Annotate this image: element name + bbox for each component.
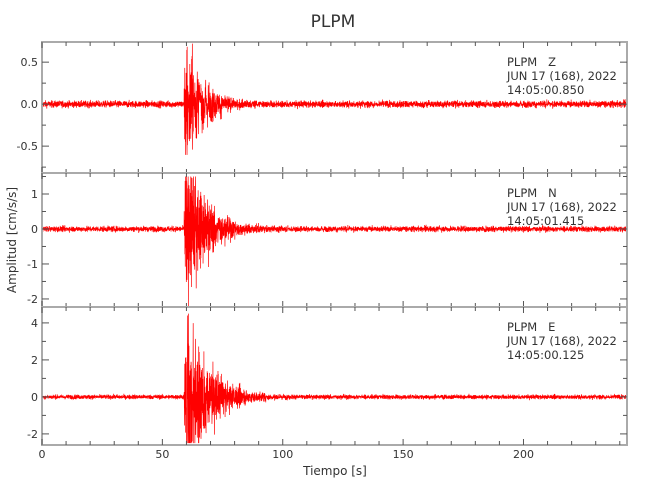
y-tick-label: 1	[31, 188, 38, 201]
y-tick-label: -2	[27, 428, 38, 441]
y-tick-label: -0.5	[17, 140, 38, 153]
waveform-z	[42, 43, 627, 155]
station-label-line1: PLPM N	[507, 186, 557, 200]
x-tick-label: 100	[272, 448, 293, 461]
waveform-e	[42, 313, 627, 444]
y-tick-label: -2	[27, 293, 38, 306]
y-tick-label: 0	[31, 391, 38, 404]
y-axis-label: Amplitud [cm/s/s]	[5, 187, 19, 293]
panel-frame	[41, 306, 628, 446]
waveform-n	[42, 176, 627, 306]
x-tick-label: 50	[155, 448, 169, 461]
y-tick-label: 0.5	[21, 56, 39, 69]
y-tick-label: -1	[27, 258, 38, 271]
chart-title: PLPM	[311, 12, 356, 32]
x-axis-label: Tiempo [s]	[302, 464, 367, 478]
station-label-line3: 14:05:01.415	[507, 214, 584, 228]
station-label-line1: PLPM E	[507, 320, 555, 334]
y-tick-label: 0.0	[21, 98, 39, 111]
station-label-line3: 14:05:00.850	[507, 83, 584, 97]
station-label-line3: 14:05:00.125	[507, 348, 584, 362]
station-label-line2: JUN 17 (168), 2022	[506, 69, 617, 83]
y-tick-label: 0	[31, 223, 38, 236]
y-tick-label: 2	[31, 354, 38, 367]
y-tick-label: 4	[31, 317, 38, 330]
station-label-line1: PLPM Z	[507, 55, 556, 69]
x-tick-label: 150	[393, 448, 414, 461]
x-tick-label: 0	[39, 448, 46, 461]
x-tick-label: 200	[513, 448, 534, 461]
station-label-line2: JUN 17 (168), 2022	[506, 200, 617, 214]
station-label-line2: JUN 17 (168), 2022	[506, 334, 617, 348]
